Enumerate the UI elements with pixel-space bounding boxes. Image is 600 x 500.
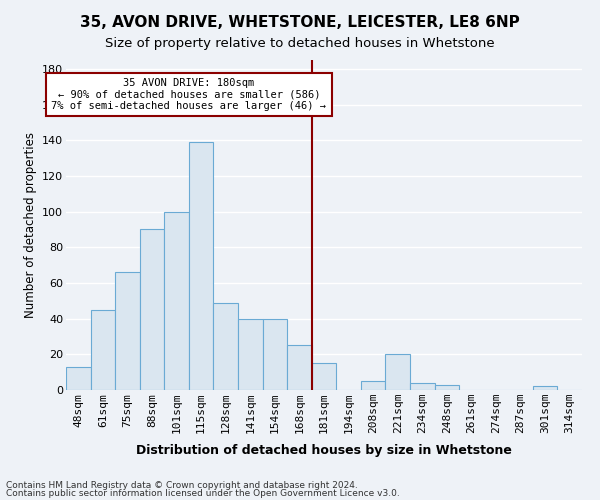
Text: Contains public sector information licensed under the Open Government Licence v3: Contains public sector information licen…: [6, 489, 400, 498]
Bar: [385, 354, 410, 390]
Bar: [189, 142, 214, 390]
Bar: [115, 272, 140, 390]
Bar: [238, 318, 263, 390]
Bar: [434, 384, 459, 390]
Bar: [140, 230, 164, 390]
Text: 35, AVON DRIVE, WHETSTONE, LEICESTER, LE8 6NP: 35, AVON DRIVE, WHETSTONE, LEICESTER, LE…: [80, 15, 520, 30]
Bar: [263, 318, 287, 390]
X-axis label: Distribution of detached houses by size in Whetstone: Distribution of detached houses by size …: [136, 444, 512, 458]
Bar: [410, 383, 434, 390]
Bar: [361, 381, 385, 390]
Bar: [164, 212, 189, 390]
Text: 35 AVON DRIVE: 180sqm
← 90% of detached houses are smaller (586)
7% of semi-deta: 35 AVON DRIVE: 180sqm ← 90% of detached …: [52, 78, 326, 111]
Bar: [287, 346, 312, 390]
Bar: [214, 302, 238, 390]
Bar: [312, 363, 336, 390]
Bar: [533, 386, 557, 390]
Bar: [66, 367, 91, 390]
Y-axis label: Number of detached properties: Number of detached properties: [23, 132, 37, 318]
Bar: [91, 310, 115, 390]
Text: Contains HM Land Registry data © Crown copyright and database right 2024.: Contains HM Land Registry data © Crown c…: [6, 480, 358, 490]
Text: Size of property relative to detached houses in Whetstone: Size of property relative to detached ho…: [105, 38, 495, 51]
